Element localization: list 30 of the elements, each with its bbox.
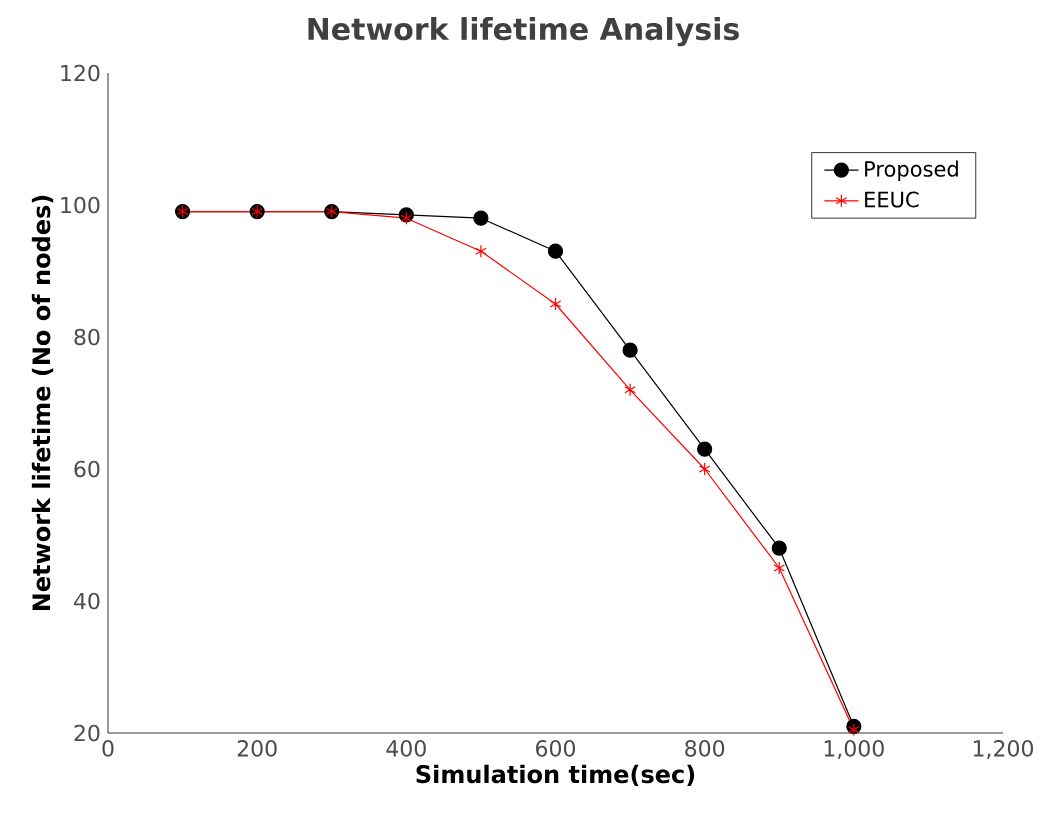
point <box>848 723 860 737</box>
point <box>400 211 413 225</box>
x-tick-label: 1,000 <box>824 740 884 759</box>
point <box>771 540 787 556</box>
y-tick-label: 20 <box>74 724 100 742</box>
legend-label: Proposed <box>865 160 958 181</box>
x-tick-label: 200 <box>237 740 277 757</box>
point <box>622 342 638 358</box>
x-axis-title: Simulation time(sec) <box>416 764 695 787</box>
point <box>549 297 562 311</box>
y-axis-title: Network lifetime (No of nodes) <box>31 195 54 611</box>
x-tick-label: 600 <box>536 740 575 757</box>
point <box>697 441 713 457</box>
x-tick-label: 1,200 <box>973 740 1033 759</box>
y-tick-label: 100 <box>61 196 100 214</box>
y-tick-label: 80 <box>74 328 100 346</box>
point <box>773 561 786 575</box>
point <box>547 243 564 259</box>
x-tick-label: 800 <box>685 740 725 757</box>
point <box>698 462 711 476</box>
point <box>624 383 636 397</box>
y-tick-label: 40 <box>74 592 100 610</box>
point <box>475 244 487 258</box>
x-tick-label: 0 <box>102 740 114 757</box>
y-tick-label: 60 <box>74 460 100 478</box>
point <box>473 210 489 226</box>
y-tick-label: 120 <box>61 64 100 82</box>
x-tick-label: 400 <box>386 740 426 757</box>
legend-label: EEUC <box>865 191 919 208</box>
chart-title: Network lifetime Analysis <box>308 17 739 47</box>
